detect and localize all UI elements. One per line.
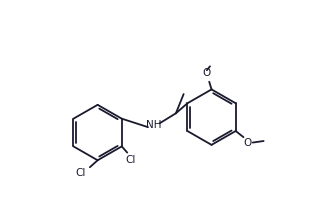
Text: O: O (202, 68, 210, 78)
Text: NH: NH (146, 120, 161, 130)
Text: O: O (243, 138, 252, 148)
Text: Cl: Cl (76, 168, 86, 178)
Text: Cl: Cl (125, 155, 136, 165)
